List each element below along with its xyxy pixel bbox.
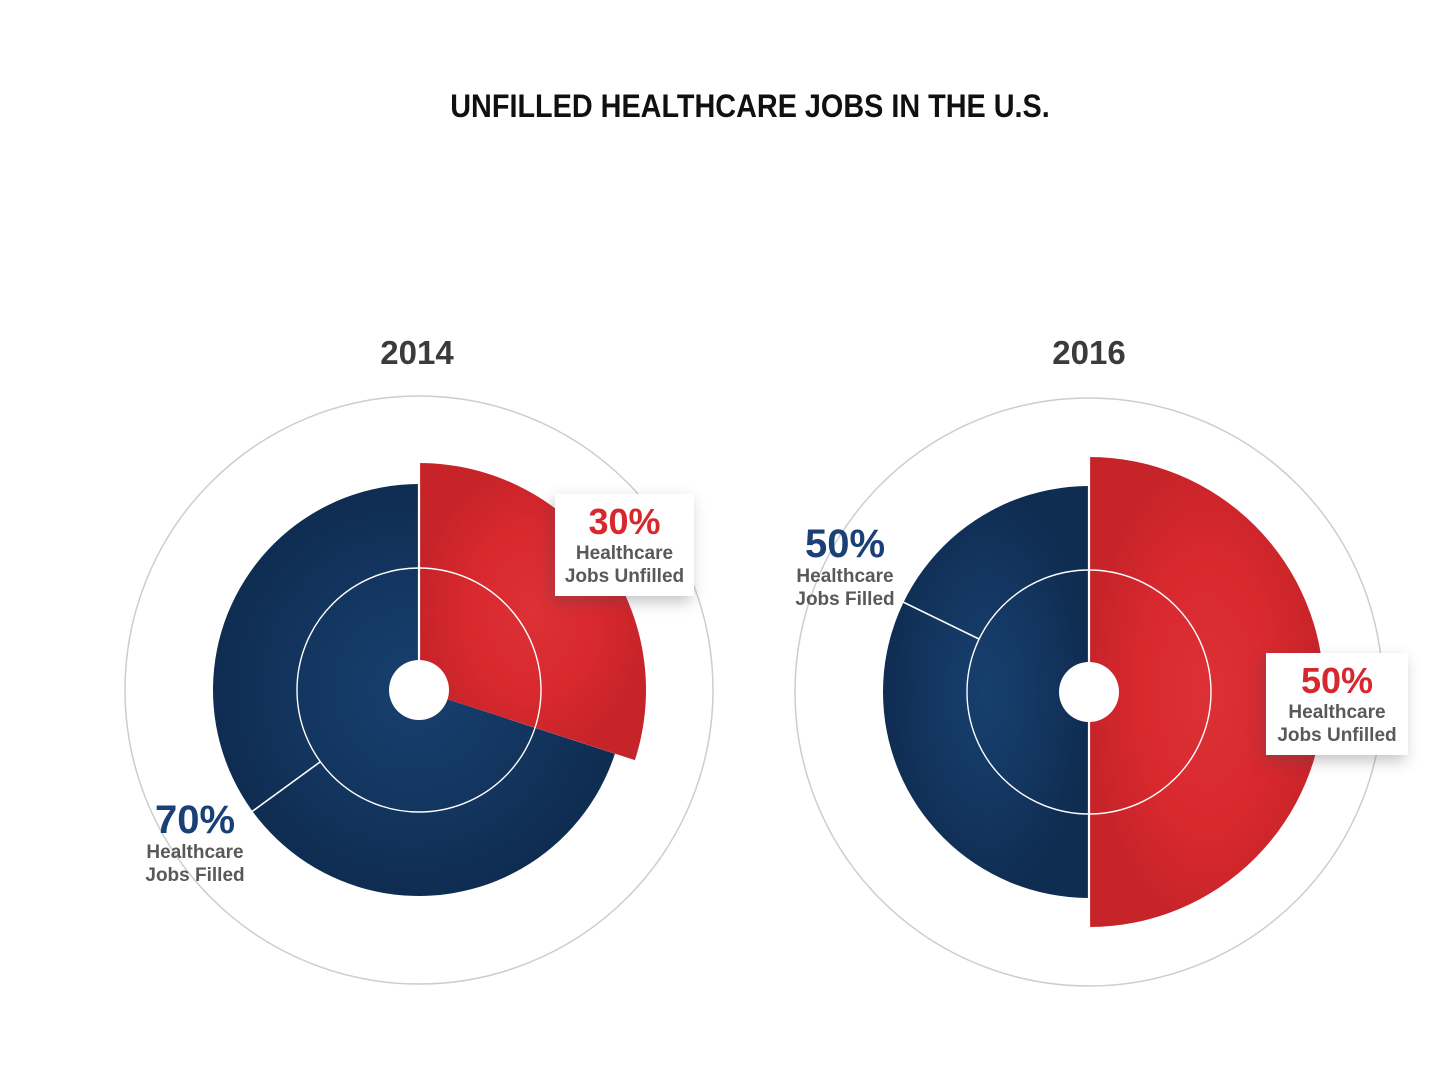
unfilled-callout-2016: 50% Healthcare Jobs Unfilled [1266, 653, 1408, 755]
leader-line [249, 761, 321, 814]
center-hole [389, 660, 449, 720]
unfilled-percentage-2014: 30% [588, 501, 661, 542]
filled-label-2016-line2: Jobs Filled [795, 589, 895, 610]
filled-percentage-2016: 50% [804, 522, 886, 566]
page-title: UNFILLED HEALTHCARE JOBS IN THE U.S. [450, 88, 1050, 124]
filled-label-2016: 50% Healthcare Jobs Filled [755, 523, 935, 611]
sector-jobs-unfilled [1089, 457, 1324, 927]
unfilled-label-2016-line2: Jobs Unfilled [1277, 725, 1397, 746]
inner-ring [296, 567, 542, 813]
unfilled-label-2014-line2: Jobs Unfilled [564, 566, 685, 587]
filled-percentage-2014: 70% [154, 798, 236, 842]
unfilled-callout-2014: 30% Healthcare Jobs Unfilled [555, 494, 694, 596]
unfilled-label-2014-line1: Healthcare [575, 543, 674, 564]
sector-jobs-unfilled [419, 463, 646, 761]
pie-chart-2014 [124, 395, 714, 985]
sector-jobs-filled [883, 486, 1089, 898]
center-hole [1059, 662, 1119, 722]
filled-label-2014: 70% Healthcare Jobs Filled [105, 799, 285, 887]
inner-ring [966, 569, 1212, 815]
pie-chart-2016 [794, 397, 1384, 987]
filled-label-2014-line2: Jobs Filled [145, 865, 245, 886]
unfilled-percentage-2016: 50% [1300, 660, 1374, 701]
leader-line [902, 601, 980, 640]
year-label-2014: 2014 [380, 334, 454, 371]
outer-guide-ring [124, 395, 714, 985]
filled-label-2016-line1: Healthcare [796, 566, 894, 587]
unfilled-label-2016-line1: Healthcare [1288, 702, 1386, 723]
filled-label-2014-line1: Healthcare [146, 842, 244, 863]
year-label-2016: 2016 [1052, 334, 1126, 371]
